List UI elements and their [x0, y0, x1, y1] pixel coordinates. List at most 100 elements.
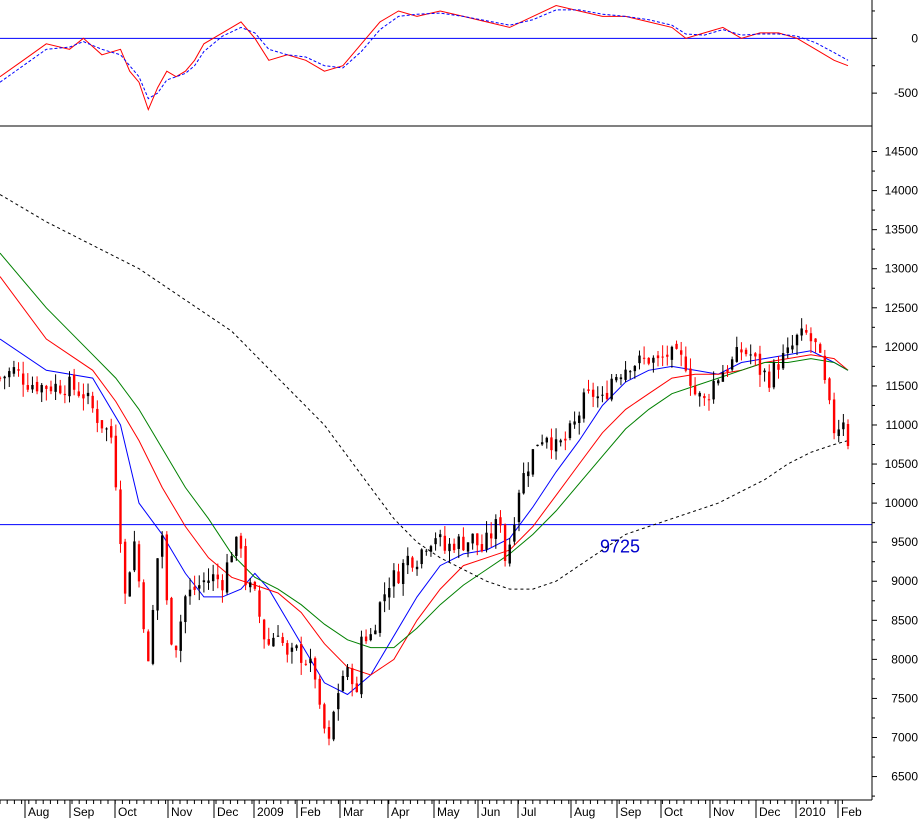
month-tick-label: Oct [118, 805, 137, 819]
price-bar-body [397, 571, 400, 584]
price-bar-body [610, 378, 613, 400]
price-bar-body [346, 667, 349, 677]
price-bar-body [156, 558, 159, 611]
price-bar-body [527, 471, 530, 477]
month-tick-label: Feb [300, 805, 321, 819]
price-bar-body [267, 639, 270, 645]
price-bar-body [689, 368, 692, 386]
price-bar-body [471, 533, 474, 544]
price-bar-body [615, 377, 618, 381]
price-bar-body [300, 644, 303, 663]
price-bar-body [193, 586, 196, 590]
price-bar-body [522, 473, 525, 494]
price-bar-body [216, 574, 219, 580]
price-bar-body [638, 355, 641, 364]
price-bar-body [411, 557, 414, 568]
price-bar-body [392, 570, 396, 587]
price-bar-body [304, 663, 308, 665]
price-tick-label: 7000 [891, 730, 918, 744]
price-bar-body [8, 371, 11, 378]
time-x-axis: Aug Sep Oct Nov Dec 2009 Feb Mar Apr May Jun Jul Aug… [0, 800, 862, 819]
price-bar-body [281, 637, 284, 643]
price-bar-body [712, 380, 715, 400]
price-y-axis: 14500 14000 13500 13000 12500 12000 11500 11000… [872, 145, 918, 797]
price-bar-body [276, 635, 280, 637]
price-bar-body [165, 534, 169, 601]
price-bar-body [740, 349, 743, 353]
price-tick-label: 12000 [885, 340, 919, 354]
price-bar-body [415, 566, 419, 570]
price-bar-body [82, 394, 85, 399]
price-panel: 9725 [0, 194, 872, 746]
oscillator-line-osc [0, 4, 849, 112]
price-bar-body [619, 377, 623, 380]
price-tick-label: 8000 [891, 652, 918, 666]
price-bar-body [591, 389, 595, 397]
price-bar-body [777, 364, 780, 370]
price-bar-body [517, 492, 521, 523]
oscillator-line-osc_signal [0, 9, 849, 100]
price-bar-body [68, 376, 71, 397]
price-tick-label: 14500 [885, 145, 919, 159]
price-bar-body [489, 533, 493, 539]
price-bar-body [480, 544, 484, 552]
price-bar-body [3, 376, 6, 379]
month-tick-label: Oct [664, 805, 683, 819]
price-bar-body [494, 519, 498, 539]
price-bar-body [151, 609, 155, 664]
price-bar-body [781, 353, 785, 369]
price-bar-body [647, 357, 650, 364]
price-bar-body [31, 384, 34, 390]
month-tick-label: May [437, 805, 460, 819]
price-bar-body [429, 546, 433, 552]
price-bar-body [800, 328, 803, 336]
price-bar-body [629, 371, 632, 373]
price-bar-body [0, 377, 2, 379]
price-bar-body [406, 555, 409, 566]
price-bar-body [554, 439, 558, 452]
price-bar-body [675, 343, 678, 349]
price-bar-body [476, 533, 479, 546]
price-bar-body [744, 349, 748, 355]
month-tick-label: Feb [841, 805, 862, 819]
price-bar-body [605, 392, 609, 400]
price-tick-label: 6500 [891, 770, 918, 784]
price-bar-body [133, 541, 136, 571]
price-bar-body [499, 517, 502, 526]
price-bar-body [174, 645, 178, 651]
price-bar-body [184, 596, 187, 623]
price-bar-body [531, 449, 535, 475]
price-bar-body [360, 636, 363, 695]
price-bar-body [513, 524, 516, 542]
price-bar-body [550, 437, 553, 451]
price-bar-body [670, 346, 674, 360]
price-bar-body [96, 408, 99, 423]
price-bar-body [791, 345, 794, 350]
price-bar-body [230, 556, 233, 563]
price-tick-label: 10500 [885, 457, 919, 471]
oscillator-series [0, 4, 849, 112]
price-bar-body [378, 602, 382, 633]
price-bar-body [818, 344, 822, 353]
price-bar-body [45, 385, 48, 389]
price-bar-body [244, 546, 247, 586]
price-bar-body [147, 631, 150, 662]
price-bar-body [198, 585, 201, 589]
price-bar-body [26, 385, 30, 390]
price-bar-body [624, 369, 627, 380]
price-bar-body [262, 619, 266, 640]
price-bar-body [59, 385, 62, 394]
price-bar-body [763, 370, 766, 373]
price-bar-body [772, 362, 776, 388]
price-bar-body [536, 444, 539, 447]
price-bar-body [420, 549, 423, 565]
price-bar-body [114, 435, 118, 488]
price-bar-body [837, 429, 840, 436]
month-tick-label: Aug [28, 805, 49, 819]
price-bar-body [77, 391, 80, 396]
price-bar-body [434, 538, 437, 545]
price-bar-body [730, 359, 734, 370]
price-bar-body [601, 394, 604, 396]
price-bar-body [202, 580, 206, 583]
